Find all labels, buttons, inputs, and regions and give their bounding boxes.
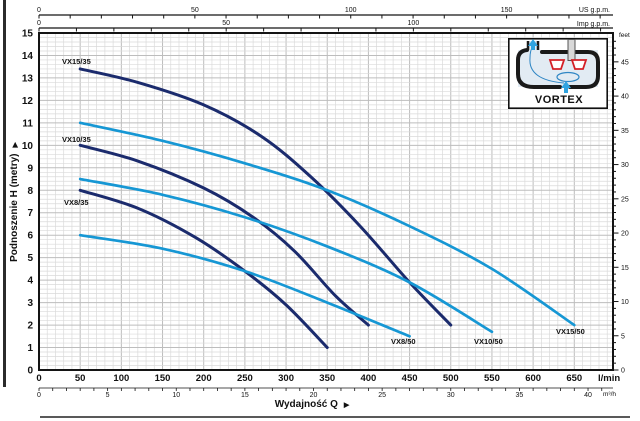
y-axis-arrow-icon: ▶ — [12, 142, 19, 149]
meters-tick-label: 5 — [27, 253, 33, 264]
m3h-tick-label: 0 — [37, 392, 41, 399]
x-axis-arrow-icon: ▶ — [343, 402, 350, 409]
curve-label-VX10/50: VX10/50 — [474, 337, 503, 346]
feet-tick-label: 20 — [621, 231, 629, 238]
feet-tick-label: 15 — [621, 265, 629, 272]
m3h-tick-label: 10 — [172, 392, 180, 399]
lmin-tick-label: 100 — [113, 373, 129, 384]
m3h-tick-label: 25 — [378, 392, 386, 399]
curve-VX8/35 — [78, 188, 329, 350]
curve-label-VX8/50: VX8/50 — [391, 337, 416, 346]
us-gpm-tick-label: 100 — [345, 7, 357, 14]
x-axis-title-text: Wydajność Q — [275, 399, 338, 410]
outlet-arrow-up-icon — [528, 39, 538, 50]
us-gpm-unit-label: US g.p.m. — [579, 7, 610, 14]
meters-tick-label: 0 — [27, 366, 33, 377]
lmin-tick-label: 500 — [443, 373, 459, 384]
feet-tick-label: 5 — [621, 333, 625, 340]
curve-VX10/35 — [78, 143, 370, 327]
impeller-blade-left — [548, 59, 566, 70]
feet-tick-label: 45 — [621, 59, 629, 66]
curve-label-VX8/35: VX8/35 — [64, 198, 89, 207]
m3h-tick-label: 30 — [447, 392, 455, 399]
meters-tick-label: 9 — [27, 163, 33, 174]
imp-gpm-tick-label: 100 — [408, 20, 420, 27]
m3h-tick-label: 40 — [584, 392, 592, 399]
lmin-tick-label: 200 — [196, 373, 212, 384]
lmin-tick-label: 300 — [278, 373, 294, 384]
curve-VX15/35 — [78, 67, 453, 327]
feet-tick-label: 25 — [621, 196, 629, 203]
lmin-tick-label: 450 — [402, 373, 418, 384]
us-gpm-tick-label: 150 — [501, 7, 513, 14]
curve-label-VX10/35: VX10/35 — [62, 135, 91, 144]
meters-tick-label: 8 — [27, 186, 33, 197]
us-gpm-tick-label: 50 — [191, 7, 199, 14]
curve-VX8/50 — [78, 233, 411, 338]
lmin-tick-label: 400 — [360, 373, 376, 384]
y-axis-title: Podnoszenie H (metry) ▶ — [9, 142, 20, 262]
feet-tick-label: 40 — [621, 94, 629, 101]
feet-tick-label: 30 — [621, 162, 629, 169]
curve-label-VX15/35: VX15/35 — [62, 57, 91, 66]
inset-caption: VORTEX — [535, 94, 583, 106]
pump-shaft — [567, 39, 576, 61]
meters-tick-label: 14 — [22, 51, 34, 62]
imp-gpm-tick-label: 0 — [37, 20, 41, 27]
inlet-arrow-up-icon — [561, 81, 571, 93]
imp-gpm-unit-label: Imp g.p.m. — [577, 21, 610, 28]
feet-tick-label: 0 — [621, 368, 625, 375]
page-edge-bar — [3, 0, 6, 387]
lmin-tick-label: 350 — [319, 373, 335, 384]
feet-tick-label: 35 — [621, 128, 629, 135]
meters-tick-label: 10 — [22, 141, 34, 152]
lmin-tick-label: 150 — [155, 373, 171, 384]
meters-tick-label: 15 — [22, 29, 34, 40]
meters-tick-label: 3 — [27, 298, 33, 309]
vortex-swirl-icon — [556, 71, 580, 83]
m3h-tick-label: 20 — [310, 392, 318, 399]
meters-tick-label: 12 — [22, 96, 34, 107]
pump-casing-right-wall — [540, 50, 600, 89]
vortex-inset: VORTEX — [508, 38, 609, 110]
imp-gpm-tick-label: 50 — [222, 20, 230, 27]
meters-tick-label: 4 — [27, 276, 33, 287]
meters-tick-label: 11 — [22, 118, 33, 129]
curve-VX10/50 — [78, 177, 494, 334]
meters-tick-label: 2 — [27, 321, 33, 332]
lmin-tick-label: 250 — [237, 373, 253, 384]
x-axis-title: Wydajność Q ▶ — [275, 399, 350, 410]
pump-casing-left-wall — [516, 48, 562, 89]
curves-layer: VX15/35 VX10/35 VX8/35 VX15/50 VX10/50 VX8/50 — [62, 57, 585, 350]
us-gpm-tick-label: 0 — [37, 7, 41, 14]
lmin-tick-label: 600 — [525, 373, 541, 384]
meters-tick-label: 6 — [27, 231, 33, 242]
plot-border — [38, 32, 614, 371]
m3h-tick-label: 35 — [515, 392, 523, 399]
lmin-tick-label: 0 — [36, 373, 41, 384]
m3h-unit-label: m³/h — [603, 391, 616, 398]
feet-tick-label: 10 — [621, 299, 629, 306]
lmin-tick-label: 550 — [484, 373, 500, 384]
lmin-tick-label: 50 — [75, 373, 86, 384]
impeller-blade-right — [570, 59, 588, 70]
y-axis-title-text: Podnoszenie H (metry) — [9, 154, 20, 262]
lmin-tick-label: 650 — [566, 373, 582, 384]
curve-label-VX15/50: VX15/50 — [556, 327, 585, 336]
curve-VX15/50 — [78, 121, 576, 327]
meters-tick-label: 1 — [27, 343, 33, 354]
m3h-tick-label: 15 — [241, 392, 249, 399]
m3h-tick-label: 5 — [106, 392, 110, 399]
feet-unit-label: feet — [619, 32, 630, 39]
meters-tick-label: 13 — [22, 73, 34, 84]
meters-tick-label: 7 — [27, 208, 33, 219]
lmin-unit-label: l/min — [598, 373, 620, 384]
